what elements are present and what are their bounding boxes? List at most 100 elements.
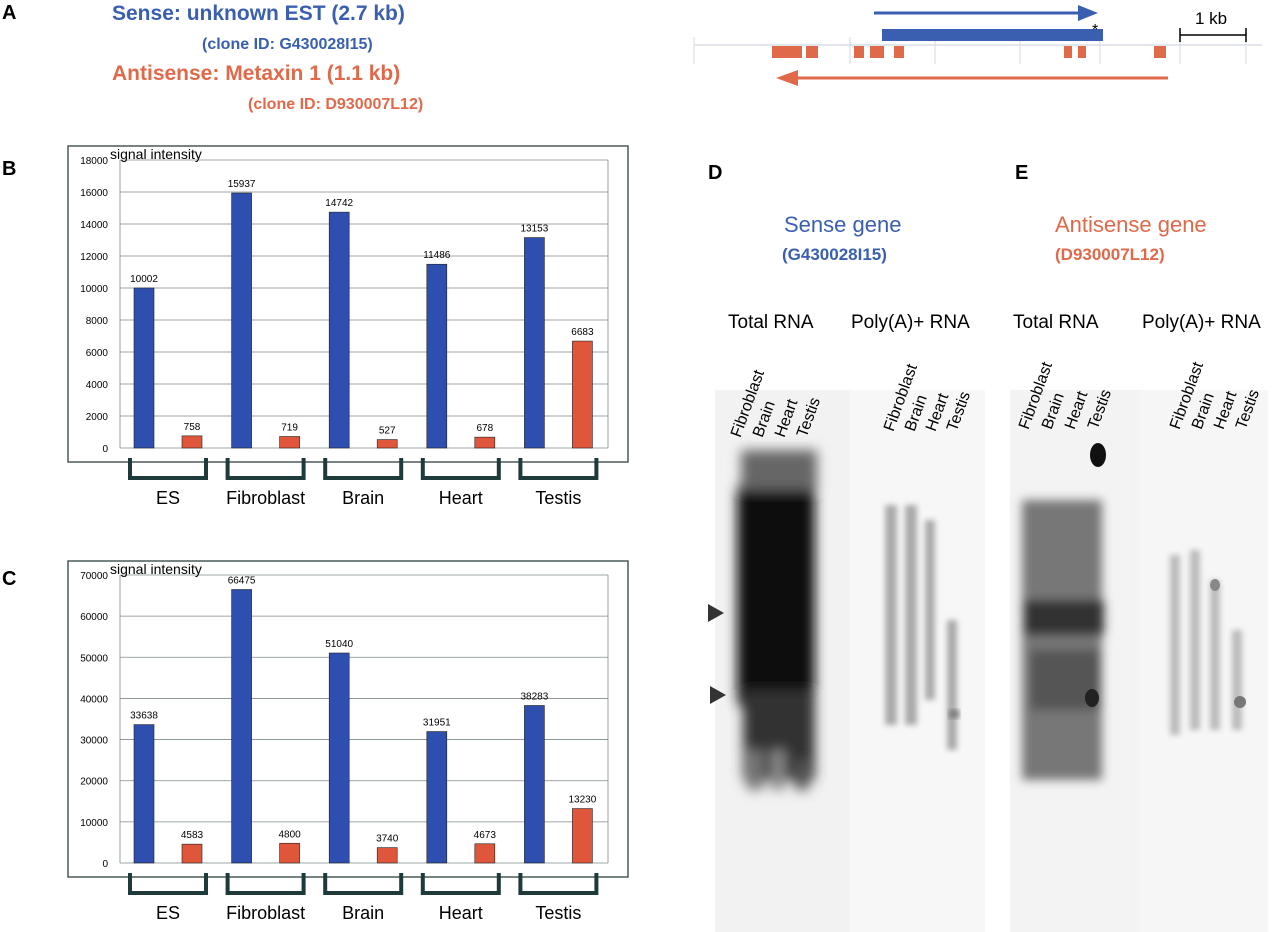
sense-total-rna-label: Total RNA — [728, 312, 814, 333]
bar-fibroblast-sense — [231, 589, 252, 864]
y-tick-label: 8000 — [86, 316, 109, 327]
bar-brain-antisense — [376, 847, 398, 864]
sense-gene-clone: (G430028I15) — [782, 245, 887, 264]
y-tick-label: 16000 — [80, 188, 108, 199]
panel-label-d: D — [708, 162, 723, 184]
data-label: 13230 — [568, 795, 596, 806]
antisense-title: Antisense: Metaxin 1 (1.1 kb) — [112, 62, 401, 85]
data-label: 15937 — [228, 179, 256, 190]
data-label: 678 — [476, 423, 493, 434]
panel-label-c: C — [2, 568, 17, 590]
bar-es-sense — [133, 724, 155, 864]
category-bracket — [420, 873, 501, 895]
bar-heart-antisense — [474, 843, 496, 864]
data-label: 6683 — [571, 327, 594, 338]
y-tick-label: 60000 — [80, 612, 108, 623]
antisense-gene-clone: (D930007L12) — [1055, 245, 1165, 264]
bar-es-antisense — [181, 843, 203, 864]
asterisk-mark: * — [1092, 22, 1098, 39]
y-tick-label: 2000 — [86, 412, 109, 423]
category-label-fibroblast: Fibroblast — [226, 903, 305, 923]
category-bracket — [518, 458, 599, 480]
category-bracket — [225, 873, 306, 895]
y-tick-label: 40000 — [80, 694, 108, 705]
data-label: 13153 — [520, 224, 548, 235]
y-tick-label: 50000 — [80, 653, 108, 664]
panel-label-e: E — [1015, 162, 1029, 184]
bar-heart-antisense — [474, 436, 496, 449]
category-label-es: ES — [156, 903, 180, 923]
category-label-fibroblast: Fibroblast — [226, 488, 305, 508]
category-label-brain: Brain — [342, 903, 384, 923]
data-label: 33638 — [130, 711, 158, 722]
category-bracket — [128, 873, 208, 895]
data-label: 14742 — [325, 198, 353, 209]
bar-heart-sense — [426, 263, 448, 449]
bar-testis-sense — [524, 705, 545, 864]
sense-title: Sense: unknown EST (2.7 kb) — [112, 2, 405, 25]
category-bracket — [323, 873, 404, 895]
sense-clone-id: (clone ID: G430028I15) — [202, 36, 373, 53]
data-label: 4673 — [474, 830, 497, 841]
sense-transcript-bar — [882, 29, 1103, 41]
bar-testis-antisense — [572, 808, 593, 864]
category-bracket — [518, 873, 599, 895]
antisense-polya-rna-label: Poly(A)+ RNA — [1142, 312, 1261, 333]
y-tick-label: 20000 — [80, 777, 108, 788]
data-label: 527 — [379, 426, 396, 437]
category-label-brain: Brain — [342, 488, 384, 508]
category-label-testis: Testis — [535, 488, 581, 508]
y-tick-label: 4000 — [86, 380, 109, 391]
data-label: 3740 — [376, 834, 399, 845]
category-bracket — [420, 458, 501, 480]
y-axis-label: signal intensity — [110, 561, 202, 577]
y-tick-label: 0 — [102, 859, 108, 870]
category-label-heart: Heart — [439, 903, 483, 923]
data-label: 51040 — [325, 639, 353, 650]
northern-blot-d — [715, 390, 985, 932]
bar-fibroblast-antisense — [279, 436, 300, 449]
data-label: 38283 — [520, 691, 548, 702]
y-tick-label: 12000 — [80, 252, 108, 263]
category-label-heart: Heart — [439, 488, 483, 508]
y-tick-label: 14000 — [80, 220, 108, 231]
category-label-testis: Testis — [535, 903, 581, 923]
data-label: 4800 — [278, 829, 301, 840]
bar-brain-sense — [328, 211, 350, 449]
sense-gene-title: Sense gene — [784, 212, 902, 237]
y-axis-label: signal intensity — [110, 146, 202, 162]
y-tick-label: 30000 — [80, 736, 108, 747]
data-label: 758 — [184, 422, 201, 433]
data-label: 10002 — [130, 274, 158, 285]
chart-c: 0 10000 20000 30000 40000 50000 60000 70000 sign… — [67, 560, 629, 923]
y-tick-label: 0 — [102, 444, 108, 455]
bar-brain-sense — [328, 652, 350, 864]
data-label: 11486 — [423, 250, 451, 261]
data-label: 31951 — [423, 718, 451, 729]
northern-blot-e — [1010, 390, 1268, 932]
bar-fibroblast-sense — [231, 192, 252, 449]
antisense-gene-title: Antisense gene — [1055, 212, 1207, 237]
y-tick-label: 10000 — [80, 818, 108, 829]
band-arrowhead-lower — [710, 686, 726, 704]
bar-es-antisense — [181, 435, 203, 449]
band-arrowhead-upper — [708, 604, 724, 622]
bar-fibroblast-antisense — [279, 842, 300, 864]
y-tick-label: 6000 — [86, 348, 109, 359]
chart-b: 0 2000 4000 6000 8000 10000 12000 14000 16000 180… — [67, 145, 629, 508]
bar-brain-antisense — [376, 439, 398, 449]
bar-heart-sense — [426, 731, 448, 864]
y-tick-label: 18000 — [80, 156, 108, 167]
category-bracket — [225, 458, 306, 480]
data-label: 719 — [281, 422, 298, 433]
panel-label-a: A — [2, 2, 17, 24]
antisense-total-rna-label: Total RNA — [1013, 312, 1099, 333]
category-bracket — [128, 458, 208, 480]
category-bracket — [323, 458, 404, 480]
y-tick-label: 70000 — [80, 571, 108, 582]
data-label: 4583 — [181, 830, 204, 841]
category-label-es: ES — [156, 488, 180, 508]
gene-map: * 1 kb — [693, 5, 1262, 86]
sense-polya-rna-label: Poly(A)+ RNA — [851, 312, 970, 333]
y-tick-label: 10000 — [80, 284, 108, 295]
